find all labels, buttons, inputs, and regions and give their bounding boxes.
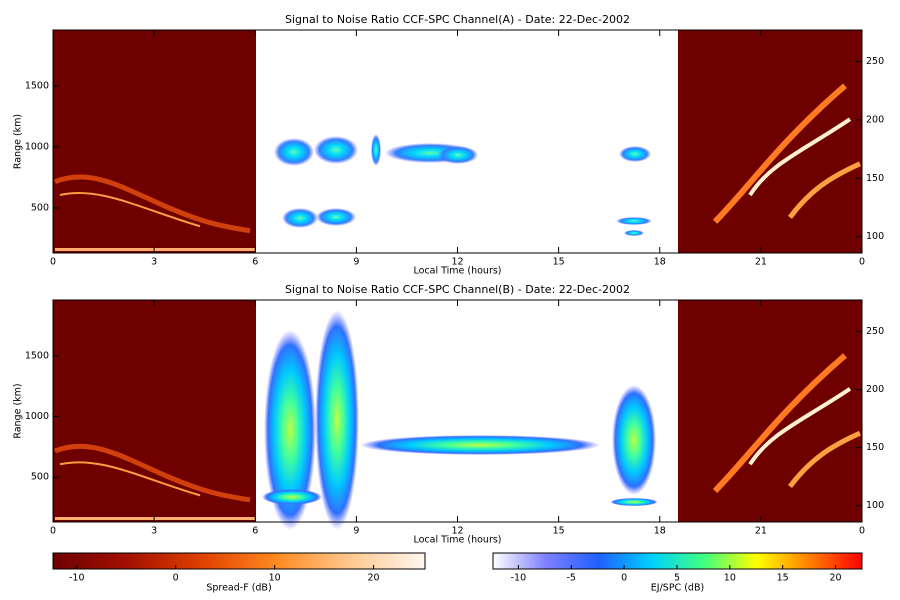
ionospheric-echo (616, 217, 652, 225)
colorbar-tick-label: -10 (69, 573, 85, 584)
ionospheric-echo (371, 134, 381, 166)
x-tick-label: 0 (859, 526, 865, 537)
x-tick-label: 18 (654, 257, 666, 268)
colorbar-tick-label: 20 (368, 573, 380, 584)
ionospheric-echo (612, 385, 656, 495)
x-tick-label: 0 (50, 526, 56, 537)
y-tick-label: 1000 (25, 411, 49, 422)
ionospheric-echo (624, 230, 644, 236)
spread-f-echo (788, 430, 862, 488)
x-tick-label: 21 (755, 526, 767, 537)
x-tick-label: 18 (654, 526, 666, 537)
y2-tick-label: 200 (866, 384, 884, 395)
ionospheric-echo (610, 498, 658, 506)
colorbar-tick-label: 20 (830, 573, 842, 584)
spread-f-echo (712, 353, 847, 494)
colorbar-tick-label: -10 (511, 573, 527, 584)
y-axis-label: Range (km) (13, 383, 24, 438)
x-axis-label: Local Time (hours) (413, 535, 501, 546)
spread-f-echo (748, 387, 852, 466)
y-axis-label: Range (km) (13, 114, 24, 169)
y-tick-label: 500 (31, 202, 49, 213)
x-tick-label: 0 (859, 257, 865, 268)
colorbar-tick-label: 0 (173, 573, 179, 584)
night-region (678, 300, 862, 522)
x-tick-label: 12 (451, 526, 463, 537)
x-tick-label: 6 (252, 526, 258, 537)
spread-f-echo (54, 443, 251, 503)
y2-tick-label: 150 (866, 442, 884, 453)
colorbar-tick-label: 10 (269, 573, 281, 584)
ionospheric-echo (619, 146, 651, 162)
y2-tick-label: 100 (866, 500, 884, 511)
y-tick-label: 1000 (25, 141, 49, 152)
y2-tick-label: 100 (866, 231, 884, 242)
x-tick-label: 9 (353, 257, 359, 268)
ionospheric-echo (315, 310, 359, 530)
colorbar-tick-label: 0 (621, 573, 627, 584)
y-tick-label: 500 (31, 472, 49, 483)
x-tick-label: 9 (353, 526, 359, 537)
colorbar-tick-label: -5 (566, 573, 575, 584)
x-tick-label: 6 (252, 257, 258, 268)
y2-tick-label: 200 (866, 114, 884, 125)
ionospheric-echo (264, 330, 316, 530)
x-tick-label: 15 (553, 526, 565, 537)
night-region (53, 30, 256, 253)
spread-f-echo (55, 248, 255, 251)
ionospheric-echo (438, 146, 478, 164)
x-tick-label: 12 (451, 257, 463, 268)
night-region (53, 300, 256, 522)
x-tick-label: 3 (151, 526, 157, 537)
ionospheric-echo (274, 138, 314, 166)
night-region (678, 30, 862, 253)
ionospheric-echo (360, 435, 600, 455)
colorbar-tick-label: 5 (674, 573, 680, 584)
y-tick-label: 1500 (25, 81, 49, 92)
panel-title: Signal to Noise Ratio CCF-SPC Channel(B)… (285, 283, 630, 296)
colorbar (492, 552, 863, 570)
spread-f-echo (59, 461, 201, 497)
colorbar-tick-label: 15 (777, 573, 789, 584)
panel-title: Signal to Noise Ratio CCF-SPC Channel(A)… (285, 13, 630, 26)
colorbar-tick-label: 10 (724, 573, 736, 584)
spread-f-echo (787, 161, 862, 219)
spread-f-echo (712, 83, 847, 224)
ionospheric-echo (316, 208, 356, 226)
y2-tick-label: 250 (866, 56, 884, 67)
x-axis-label: Local Time (hours) (413, 266, 501, 277)
x-tick-label: 15 (553, 257, 565, 268)
ionospheric-echo (282, 208, 318, 228)
y2-tick-label: 250 (866, 326, 884, 337)
spread-f-echo (748, 117, 852, 197)
spread-f-echo (59, 191, 201, 228)
spread-f-echo (55, 517, 255, 520)
y2-tick-label: 150 (866, 173, 884, 184)
colorbar-label: EJ/SPC (dB) (651, 583, 704, 594)
spread-f-echo (54, 174, 251, 234)
x-tick-label: 3 (151, 257, 157, 268)
colorbar (52, 552, 426, 570)
ionospheric-echo (314, 136, 358, 164)
ionospheric-echo (262, 489, 322, 505)
y-tick-label: 1500 (25, 350, 49, 361)
x-tick-label: 21 (755, 257, 767, 268)
x-tick-label: 0 (50, 257, 56, 268)
colorbar-label: Spread-F (dB) (206, 583, 271, 594)
